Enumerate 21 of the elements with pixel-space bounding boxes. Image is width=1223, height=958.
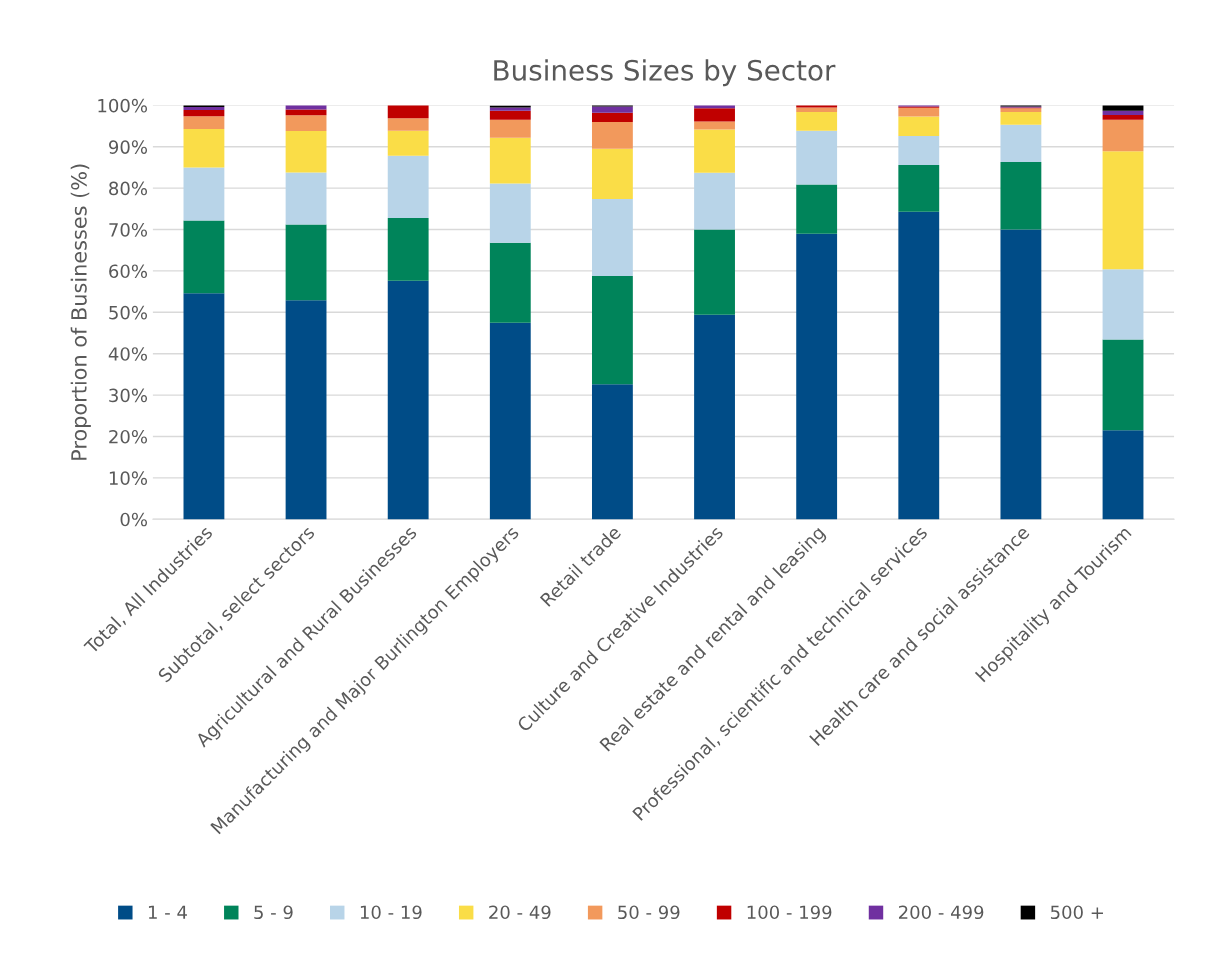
y-tick-label: 20% xyxy=(109,429,148,444)
legend-label: 5 - 9 xyxy=(254,905,293,920)
y-tick-label: 10% xyxy=(109,471,148,485)
y-tick-label: 40% xyxy=(108,347,148,361)
chart-title: Business Sizes by Sector xyxy=(494,59,836,87)
legend-label: 500 + xyxy=(1050,905,1103,920)
y-tick-label: 0% xyxy=(120,512,148,527)
legend-label: 20 - 49 xyxy=(489,905,551,920)
y-tick-label: 90% xyxy=(109,140,148,154)
legend-label: 50 - 99 xyxy=(618,905,680,920)
legend-label: 100 - 199 xyxy=(747,905,832,920)
legend-label: 200 - 499 xyxy=(898,905,984,920)
legend-label: 10 - 19 xyxy=(360,905,422,920)
y-axis-title: Proportion of Businesses (%) xyxy=(70,164,91,460)
y-tick-label: 70% xyxy=(109,223,148,237)
y-tick-label: 60% xyxy=(109,264,148,279)
y-tick-label: 80% xyxy=(109,181,148,196)
y-tick-label: 30% xyxy=(109,388,148,403)
y-tick-label: 50% xyxy=(109,305,148,320)
y-tick-label: 100% xyxy=(98,98,148,113)
legend-label: 1 - 4 xyxy=(148,905,187,919)
